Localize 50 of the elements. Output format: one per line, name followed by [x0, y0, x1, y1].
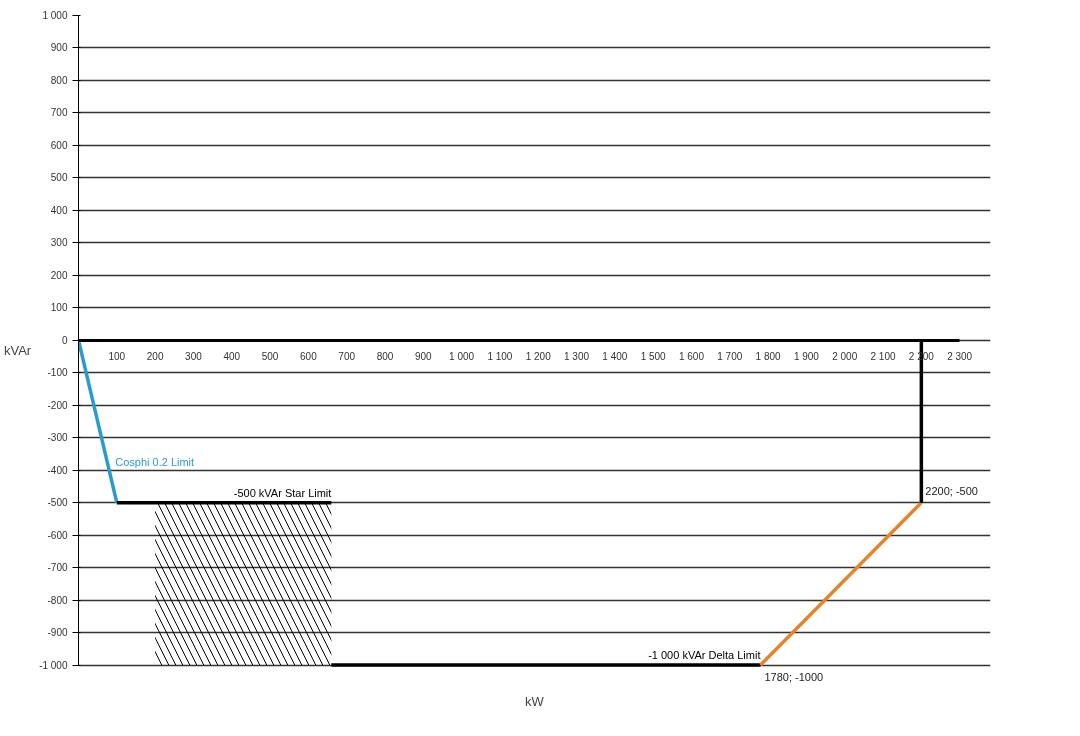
x-tick-label: 900	[414, 351, 433, 363]
x-tick-label: 2 100	[870, 351, 896, 363]
y-tick-label: 0	[61, 334, 68, 346]
x-tick-label: 2 300	[947, 351, 973, 363]
x-tick-label: 2 000	[832, 351, 858, 363]
y-tick-label: 500	[50, 172, 68, 184]
y-tick-label: 1 000	[42, 10, 68, 21]
y-tick-label: -300	[47, 432, 68, 444]
x-tick-label: 1 900	[793, 351, 820, 363]
y-tick-label: 100	[50, 302, 68, 314]
x-tick-label: 1 600	[678, 351, 705, 363]
x-tick-label: 600	[300, 351, 318, 363]
series-label: Cosphi 0.2 Limit	[115, 456, 195, 469]
y-axis-title: kVAr	[3, 342, 32, 358]
x-tick-label: 200	[146, 351, 164, 363]
x-axis-title: kW	[525, 693, 545, 709]
y-tick-label: -700	[47, 562, 68, 574]
series-label: -1 000 kVAr Delta Limit	[648, 649, 761, 662]
y-tick-label: -600	[47, 529, 68, 541]
x-tick-label: 300	[185, 351, 203, 363]
y-tick-label: -800	[47, 594, 68, 606]
annotation: 1780; -1000	[764, 671, 824, 684]
y-tick-label: -200	[47, 399, 68, 411]
y-tick-label: 300	[50, 237, 68, 249]
y-tick-label: 900	[50, 42, 68, 54]
x-tick-label: 1 500	[640, 351, 667, 363]
x-tick-label: 1 100	[487, 351, 513, 363]
x-tick-label: 1 300	[564, 351, 590, 363]
y-tick-label: 700	[50, 107, 68, 119]
x-tick-label: 800	[376, 351, 394, 363]
x-tick-label: 500	[261, 351, 279, 363]
x-tick-label: 1 700	[717, 351, 743, 363]
x-tick-label: 1 400	[602, 351, 628, 363]
y-tick-label: 600	[50, 139, 68, 151]
series-label: -500 kVAr Star Limit	[233, 486, 332, 499]
y-tick-label: -900	[47, 627, 68, 639]
x-tick-label: 1 200	[525, 351, 552, 363]
x-tick-label: 1 800	[755, 351, 782, 363]
x-tick-label: 700	[338, 351, 356, 363]
y-tick-label: 200	[50, 269, 68, 281]
x-tick-label: 1 000	[449, 351, 475, 363]
y-tick-label: -500	[47, 497, 68, 509]
y-tick-label: -1 000	[39, 659, 68, 671]
y-tick-label: 400	[50, 204, 68, 216]
x-tick-label: 400	[223, 351, 241, 363]
y-tick-label: -400	[47, 464, 68, 476]
y-tick-label: -100	[47, 367, 68, 379]
annotation: 2200; -500	[925, 484, 978, 497]
y-tick-label: 800	[50, 74, 68, 86]
x-tick-label: 100	[108, 351, 126, 363]
